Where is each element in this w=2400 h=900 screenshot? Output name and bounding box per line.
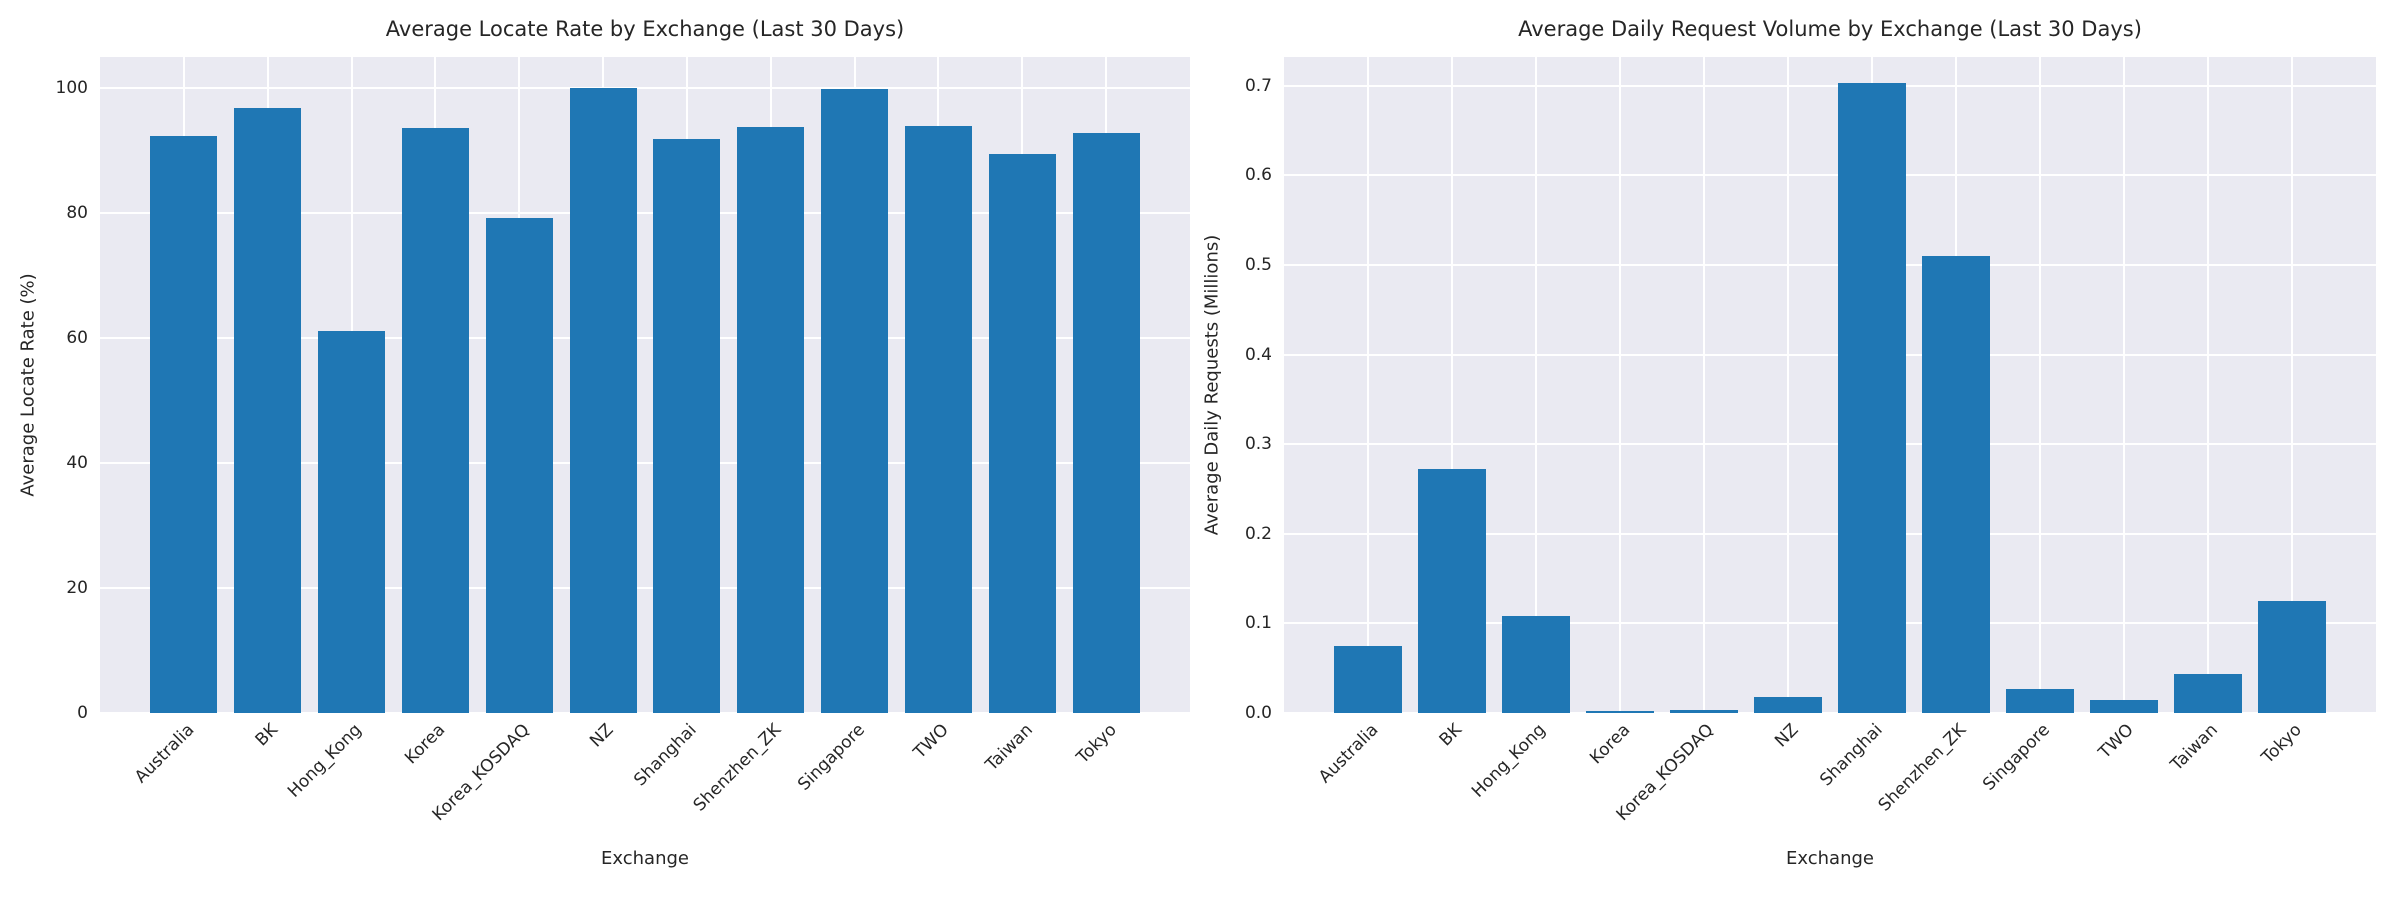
bar-tokyo <box>2258 600 2326 713</box>
x-tick-label-hong_kong: Hong_Kong <box>1468 720 1551 802</box>
y-tick-label: 0.2 <box>1244 523 1272 544</box>
vertical-gridline <box>2207 57 2209 713</box>
y-tick-label: 0.3 <box>1244 434 1272 455</box>
bar-korea <box>401 127 469 713</box>
bar-bk <box>1418 469 1486 713</box>
horizontal-gridline <box>100 87 1190 90</box>
horizontal-gridline <box>1284 443 2376 446</box>
y-tick-label: 80 <box>66 203 88 224</box>
request-volume-plot-area <box>1284 57 2376 713</box>
x-tick-label-nz: NZ <box>1770 720 1803 752</box>
request-volume-chart-title: Average Daily Request Volume by Exchange… <box>1518 17 2142 41</box>
locate-rate-plot-area <box>100 57 1190 713</box>
x-tick-label-two: TWO <box>2095 720 2139 763</box>
bar-hong_kong <box>318 330 386 713</box>
horizontal-gridline <box>100 212 1190 215</box>
bar-singapore <box>2006 688 2074 713</box>
bar-hong_kong <box>1502 616 1570 713</box>
x-tick-label-korea: Korea <box>1585 720 1635 769</box>
bar-tokyo <box>1072 132 1140 713</box>
request-volume-x-axis-label: Exchange <box>1786 848 1874 869</box>
locate-rate-x-axis-label: Exchange <box>601 848 689 869</box>
x-tick-label-tokyo: Tokyo <box>2258 720 2307 768</box>
horizontal-gridline <box>1284 712 2376 713</box>
y-tick-label: 60 <box>66 328 88 349</box>
horizontal-gridline <box>100 587 1190 590</box>
bar-australia <box>150 135 218 713</box>
x-tick-label-shanghai: Shanghai <box>1815 720 1887 791</box>
y-tick-label: 0.6 <box>1244 165 1272 186</box>
bar-korea_kosdaq <box>1670 710 1738 713</box>
x-tick-label-taiwan: Taiwan <box>2167 720 2223 776</box>
horizontal-gridline <box>100 712 1190 713</box>
y-tick-label: 0.5 <box>1244 254 1272 275</box>
bar-taiwan <box>2174 674 2242 713</box>
horizontal-gridline <box>100 337 1190 340</box>
y-tick-label: 0.7 <box>1244 75 1272 96</box>
bar-shanghai <box>653 138 721 713</box>
vertical-gridline <box>1535 57 1537 713</box>
horizontal-gridline <box>1284 622 2376 625</box>
horizontal-gridline <box>1284 532 2376 535</box>
vertical-gridline <box>1703 57 1705 713</box>
bar-shenzhen_zk <box>1922 255 1990 713</box>
y-tick-label: 0.4 <box>1244 344 1272 365</box>
y-tick-label: 0.1 <box>1244 613 1272 634</box>
locate-rate-chart-title: Average Locate Rate by Exchange (Last 30… <box>385 17 905 41</box>
vertical-gridline <box>1619 57 1621 713</box>
horizontal-gridline <box>1284 353 2376 356</box>
y-tick-label: 40 <box>66 453 88 474</box>
x-tick-label-bk: BK <box>1435 720 1467 751</box>
x-tick-label-singapore: Singapore <box>1979 720 2055 795</box>
y-tick-label: 0 <box>77 703 88 723</box>
bar-nz <box>569 88 637 713</box>
y-tick-label: 100 <box>55 78 88 99</box>
bar-shanghai <box>1838 83 1906 713</box>
vertical-gridline <box>1451 57 1453 713</box>
y-tick-label: 20 <box>66 578 88 599</box>
bar-taiwan <box>988 153 1056 713</box>
x-tick-label-australia: Australia <box>1314 720 1383 788</box>
bar-two <box>904 125 972 713</box>
bar-singapore <box>821 88 889 713</box>
bar-korea <box>1586 711 1654 713</box>
bar-bk <box>234 108 302 713</box>
vertical-gridline <box>1367 57 1369 713</box>
vertical-gridline <box>2039 57 2041 713</box>
y-tick-label: 0.0 <box>1244 703 1272 723</box>
bar-australia <box>1334 645 1402 713</box>
bar-nz <box>1754 696 1822 713</box>
request-volume-y-axis-label: Average Daily Requests (Millions) <box>1201 234 1223 536</box>
horizontal-gridline <box>1284 263 2376 266</box>
bar-shenzhen_zk <box>737 126 805 713</box>
vertical-gridline <box>1787 57 1789 713</box>
x-tick-label-shenzhen_zk: Shenzhen_ZK <box>1874 720 1971 816</box>
bar-two <box>2090 699 2158 713</box>
horizontal-gridline <box>1284 84 2376 87</box>
horizontal-gridline <box>100 462 1190 465</box>
vertical-gridline <box>2291 57 2293 713</box>
horizontal-gridline <box>1284 174 2376 177</box>
bar-korea_kosdaq <box>485 217 553 713</box>
vertical-gridline <box>2123 57 2125 713</box>
